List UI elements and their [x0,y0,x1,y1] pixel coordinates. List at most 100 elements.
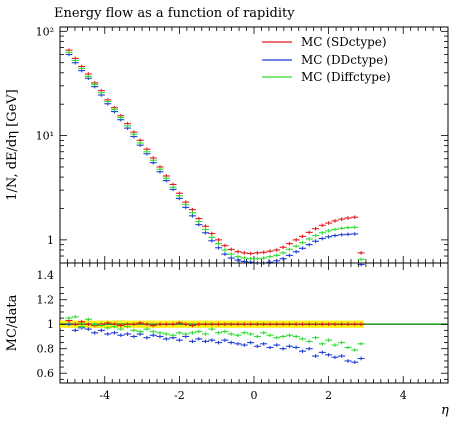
main-point-series-2 [351,225,359,230]
ratio-point-series-0 [215,322,223,327]
main-point-series-0 [188,207,196,212]
ratio-point-series-2 [338,340,346,345]
main-point-series-2 [331,227,339,232]
main-point-series-1 [344,232,352,237]
main-point-series-1 [338,232,346,237]
ratio-point-series-1 [104,332,112,336]
ratio-point-series-2 [331,343,339,347]
ratio-point-series-0 [338,322,346,327]
ratio-point-series-2 [65,316,73,320]
ratio-point-series-2 [351,348,359,352]
ratio-point-series-2 [202,332,209,336]
ratio-point-series-1 [285,344,293,349]
ratio-point-series-1 [175,338,183,342]
main-point-series-2 [357,257,365,262]
ratio-point-series-1 [253,344,261,349]
main-point-series-0 [325,221,333,225]
ratio-point-series-1 [266,345,274,350]
ratio-y-tick-label: 0.6 [37,367,55,380]
ratio-point-series-0 [78,319,86,324]
main-point-series-2 [318,230,326,235]
main-point-series-2 [84,74,92,79]
ratio-point-series-2 [305,339,313,344]
main-point-series-2 [247,256,255,261]
main-point-series-0 [247,251,255,256]
ratio-point-series-2 [78,324,86,329]
main-point-series-2 [195,219,203,224]
ratio-point-series-2 [292,334,300,339]
main-point-series-2 [279,251,287,255]
ratio-point-series-0 [117,323,125,328]
ratio-point-series-0 [325,322,333,327]
ratio-point-series-1 [325,353,333,357]
legend: MC (SDctype) MC (DDctype) MC (Diffctype) [262,35,391,84]
ratio-point-series-2 [175,330,183,335]
main-point-series-0 [338,217,346,221]
ratio-point-series-0 [227,322,235,327]
main-point-series-1 [305,242,313,247]
main-point-series-0 [221,243,229,248]
x-tick-label: 4 [400,389,407,402]
legend-label-ddctype: MC (DDctype) [301,53,388,67]
ratio-point-series-0 [299,322,306,327]
main-point-series-2 [285,247,293,252]
ratio-point-series-0 [104,321,112,325]
ratio-point-series-0 [312,322,320,327]
main-point-series-2 [78,66,86,71]
ratio-y-tick-label: 1 [47,318,54,331]
main-point-series-1 [221,252,229,256]
main-point-series-2 [208,235,216,240]
ratio-point-series-2 [357,342,365,346]
ratio-point-series-1 [234,342,242,346]
ratio-series-layer [65,315,365,364]
ratio-point-series-1 [124,332,132,336]
ratio-point-series-1 [331,355,339,360]
x-tick-label: -2 [174,389,185,402]
ratio-point-series-1 [221,338,229,342]
main-point-series-0 [273,248,281,252]
main-point-series-2 [169,185,177,189]
main-point-series-2 [175,193,183,198]
main-point-series-1 [266,260,274,265]
main-point-series-2 [344,225,352,230]
main-point-series-2 [188,210,196,215]
main-point-series-2 [104,99,112,104]
ratio-point-series-0 [156,322,164,327]
main-point-series-1 [351,232,359,236]
ratio-point-series-2 [97,323,105,328]
x-tick-label: 2 [325,389,332,402]
main-point-series-2 [91,82,99,87]
ratio-point-series-2 [215,330,223,335]
ratio-point-series-1 [227,340,235,345]
main-point-series-1 [273,258,281,263]
ratio-point-series-1 [338,354,346,358]
ratio-point-series-0 [202,322,209,327]
ratio-point-series-2 [266,333,274,338]
main-point-series-2 [266,254,274,259]
ratio-point-series-2 [312,335,320,340]
ratio-point-series-0 [344,322,352,327]
ratio-point-series-1 [318,350,326,355]
main-series-layer [65,48,365,267]
ratio-point-series-1 [202,339,209,344]
ratio-point-series-0 [175,321,183,325]
ratio-point-series-0 [305,322,313,327]
main-point-series-2 [273,253,281,258]
main-point-series-0 [331,219,339,223]
ratio-point-series-2 [221,329,229,334]
ratio-point-series-2 [188,330,196,335]
main-point-series-2 [312,233,320,238]
ratio-point-series-0 [266,322,274,327]
main-point-series-2 [71,58,79,63]
ratio-point-series-2 [110,324,118,329]
ratio-point-series-1 [143,335,151,340]
main-point-series-2 [124,124,132,128]
main-point-series-2 [202,227,209,232]
main-point-series-1 [325,235,333,239]
ratio-point-series-1 [292,345,300,350]
main-point-series-0 [266,249,274,253]
ratio-point-series-2 [162,332,170,336]
main-point-series-1 [188,214,196,218]
legend-label-sdctype: MC (SDctype) [301,35,387,49]
